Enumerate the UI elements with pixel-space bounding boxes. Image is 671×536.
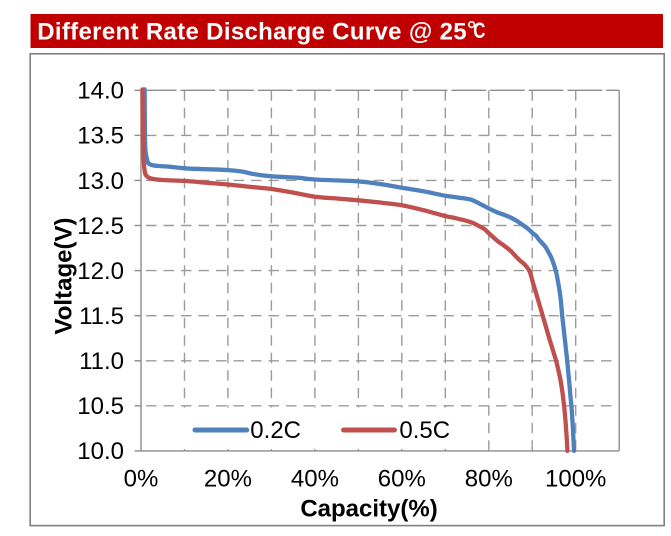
svg-text:0.5C: 0.5C bbox=[399, 417, 450, 444]
svg-text:60%: 60% bbox=[378, 466, 426, 493]
svg-text:100%: 100% bbox=[545, 466, 606, 493]
svg-text:80%: 80% bbox=[465, 466, 513, 493]
svg-text:12.0: 12.0 bbox=[77, 258, 124, 285]
svg-text:14.0: 14.0 bbox=[77, 78, 124, 105]
svg-text:Different Rate Discharge Curve: Different Rate Discharge Curve @ 25 bbox=[37, 18, 467, 45]
svg-text:10.5: 10.5 bbox=[77, 393, 124, 420]
svg-text:C: C bbox=[473, 19, 485, 44]
svg-text:0%: 0% bbox=[124, 466, 159, 493]
svg-text:20%: 20% bbox=[204, 466, 252, 493]
svg-text:13.5: 13.5 bbox=[77, 123, 124, 150]
svg-text:0.2C: 0.2C bbox=[250, 417, 301, 444]
svg-text:12.5: 12.5 bbox=[77, 213, 124, 240]
svg-text:13.0: 13.0 bbox=[77, 168, 124, 195]
svg-text:40%: 40% bbox=[291, 466, 339, 493]
svg-text:Capacity(%): Capacity(%) bbox=[300, 496, 437, 523]
svg-text:10.0: 10.0 bbox=[77, 438, 124, 465]
svg-text:Voltage(V): Voltage(V) bbox=[50, 218, 77, 335]
svg-text:11.5: 11.5 bbox=[79, 303, 124, 330]
svg-text:11.0: 11.0 bbox=[79, 348, 124, 375]
